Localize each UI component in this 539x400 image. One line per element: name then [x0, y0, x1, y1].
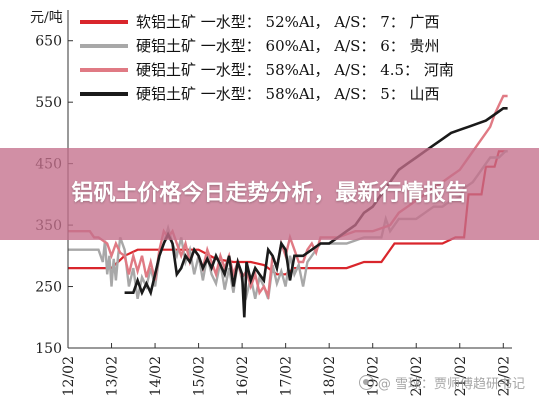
legend-label-4: 硬铝土矿 一水型： 58%Al， A/S： 5： 山西	[136, 85, 440, 103]
x-tick-label: 18/02	[322, 356, 338, 396]
legend-label-1: 软铝土矿 一水型： 52%Al， A/S： 7： 广西	[136, 13, 440, 31]
x-tick-label: 16/02	[235, 356, 251, 396]
x-tick-label: 20/02	[409, 356, 425, 396]
x-tick-label: 14/02	[148, 356, 164, 396]
x-tick-label: 21/02	[453, 356, 469, 396]
y-tick-label: 550	[35, 95, 62, 111]
xueqiu-logo-icon	[358, 375, 374, 390]
watermark-text: @ 雪球：贾师傅趋研书记	[377, 377, 525, 392]
y-tick-label: 150	[35, 341, 62, 357]
watermark: @ 雪球：贾师傅趋研书记	[358, 373, 525, 392]
y-tick-label: 650	[35, 34, 62, 50]
x-tick-label: 22/02	[496, 356, 512, 396]
title-banner: 铝矾土价格今日走势分析，最新行情报告	[0, 148, 539, 240]
banner-title: 铝矾土价格今日走势分析，最新行情报告	[71, 181, 468, 206]
y-tick-label: 250	[35, 280, 62, 296]
x-tick-label: 15/02	[192, 356, 208, 396]
x-tick-label: 12/02	[61, 356, 77, 396]
legend-label-3: 硬铝土矿 一水型： 58%Al， A/S： 4.5： 河南	[136, 61, 454, 79]
y-axis-unit-label: 元/吨	[30, 10, 63, 26]
x-tick-label: 17/02	[279, 356, 295, 396]
x-tick-label: 13/02	[105, 356, 121, 396]
legend-label-2: 硬铝土矿 一水型： 60%Al， A/S： 6： 贵州	[136, 37, 440, 55]
